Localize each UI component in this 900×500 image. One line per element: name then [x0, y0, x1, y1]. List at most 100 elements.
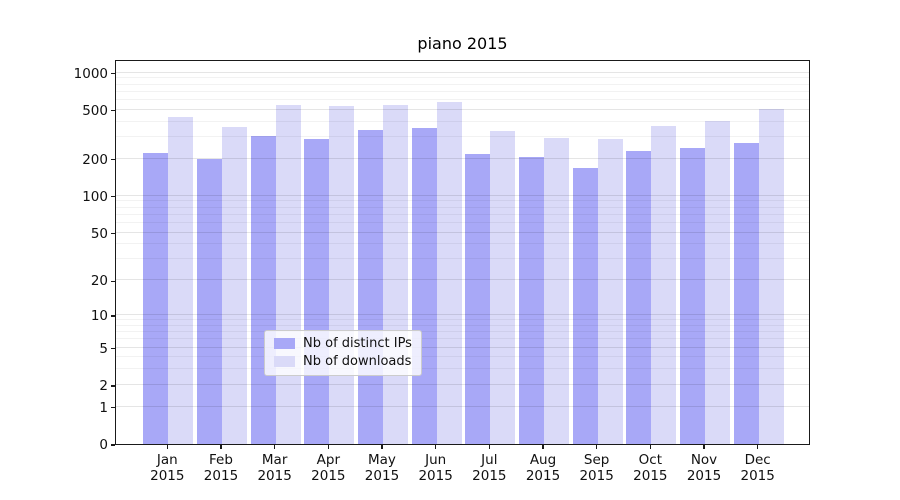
y-tick-label-5: 5: [99, 340, 108, 357]
y-tick-label-0: 0: [99, 437, 108, 453]
legend-label-distinct-ips: Nb of distinct IPs: [303, 336, 412, 351]
bar-distinct-ips-dec: [733, 142, 759, 444]
gridline-100: [116, 194, 809, 196]
y-tick-mark-0: [111, 444, 115, 446]
minor-gridline-900: [116, 77, 809, 79]
minor-gridline-8: [116, 324, 809, 326]
bar-downloads-nov: [705, 121, 730, 444]
y-tick-mark-50: [111, 232, 115, 235]
y-tick-mark-500: [111, 110, 115, 112]
x-tick-label-jul: Jul 2015: [472, 452, 507, 484]
minor-gridline-9: [116, 319, 809, 321]
x-tick-mark-oct: [649, 445, 651, 449]
x-tick-mark-jul: [488, 445, 490, 449]
x-tick-mark-mar: [274, 445, 276, 449]
bar-distinct-ips-feb: [196, 159, 222, 444]
x-tick-label-dec: Dec 2015: [740, 452, 775, 484]
x-tick-mark-dec: [757, 445, 759, 449]
y-tick-label-100: 100: [82, 188, 108, 205]
y-tick-mark-200: [111, 159, 115, 161]
minor-gridline-7: [116, 331, 809, 333]
bar-downloads-jan: [168, 117, 194, 444]
minor-gridline-60: [116, 221, 809, 223]
minor-gridline-70: [116, 213, 809, 215]
y-tick-mark-1000: [111, 72, 115, 75]
legend: Nb of distinct IPs Nb of downloads: [264, 330, 422, 376]
minor-gridline-30: [116, 258, 809, 260]
x-tick-mark-feb: [220, 445, 222, 449]
plot-area: [115, 59, 810, 445]
x-tick-mark-jun: [435, 445, 437, 449]
minor-gridline-6: [116, 338, 809, 340]
y-tick-mark-20: [111, 280, 115, 282]
bar-downloads-apr: [329, 106, 355, 444]
bar-distinct-ips-apr: [304, 139, 330, 444]
x-tick-mark-apr: [327, 445, 329, 449]
y-tick-label-10: 10: [90, 308, 108, 325]
legend-swatch-distinct-ips: [274, 338, 295, 349]
bar-downloads-aug: [544, 137, 569, 444]
gridline-50: [116, 231, 809, 233]
bar-downloads-may: [382, 105, 408, 444]
bar-downloads-dec: [758, 108, 784, 444]
legend-swatch-downloads: [274, 356, 295, 367]
x-tick-mark-nov: [703, 445, 705, 449]
bar-downloads-oct: [651, 125, 677, 444]
bar-distinct-ips-nov: [680, 147, 705, 444]
y-tick-mark-1: [111, 407, 115, 409]
x-tick-label-nov: Nov 2015: [686, 452, 722, 484]
bar-downloads-jul: [490, 130, 516, 444]
bar-distinct-ips-sep: [572, 168, 598, 444]
y-tick-label-1: 1: [99, 399, 108, 416]
minor-gridline-3: [116, 368, 809, 370]
bar-distinct-ips-mar: [250, 135, 276, 444]
x-tick-label-aug: Aug 2015: [525, 452, 561, 484]
bar-distinct-ips-jan: [143, 153, 169, 444]
legend-label-downloads: Nb of downloads: [303, 354, 412, 369]
x-tick-mark-sep: [596, 445, 598, 449]
x-tick-mark-jan: [166, 445, 168, 449]
minor-gridline-800: [116, 83, 809, 85]
gridline-20: [116, 279, 809, 281]
minor-gridline-80: [116, 206, 809, 208]
gridline-5: [116, 346, 809, 348]
x-tick-label-sep: Sep 2015: [579, 452, 614, 484]
bar-distinct-ips-may: [357, 130, 383, 444]
x-tick-label-jun: Jun 2015: [418, 452, 453, 484]
y-tick-label-20: 20: [90, 273, 108, 290]
gridline-500: [116, 108, 809, 110]
bar-downloads-sep: [597, 138, 623, 444]
gridline-1: [116, 405, 809, 407]
minor-gridline-90: [116, 200, 809, 202]
minor-gridline-400: [116, 120, 809, 122]
minor-gridline-4: [116, 356, 809, 358]
y-tick-label-50: 50: [90, 225, 108, 242]
legend-row-distinct-ips: Nb of distinct IPs: [274, 336, 412, 351]
minor-gridline-40: [116, 243, 809, 245]
y-tick-label-500: 500: [82, 102, 108, 119]
x-tick-label-feb: Feb 2015: [203, 452, 239, 484]
minor-gridline-600: [116, 98, 809, 100]
gridline-2: [116, 383, 809, 385]
bar-distinct-ips-oct: [626, 151, 652, 444]
x-tick-label-jan: Jan 2015: [150, 452, 185, 484]
bar-distinct-ips-jun: [411, 127, 437, 444]
x-tick-label-mar: Mar 2015: [257, 452, 292, 484]
gridline-1000: [116, 71, 809, 73]
bar-distinct-ips-aug: [519, 156, 544, 444]
minor-gridline-700: [116, 90, 809, 92]
y-tick-mark-100: [111, 196, 115, 198]
x-tick-label-apr: Apr 2015: [311, 452, 346, 484]
x-tick-label-may: May 2015: [364, 452, 400, 484]
y-tick-label-2: 2: [99, 377, 108, 394]
bar-downloads-feb: [221, 127, 247, 444]
y-tick-label-1000: 1000: [73, 65, 108, 82]
legend-row-downloads: Nb of downloads: [274, 354, 412, 369]
x-tick-mark-may: [381, 445, 383, 449]
bar-downloads-mar: [275, 105, 301, 444]
gridline-200: [116, 157, 809, 159]
y-tick-label-200: 200: [82, 151, 108, 168]
y-tick-mark-10: [111, 315, 115, 317]
bar-distinct-ips-jul: [465, 153, 491, 444]
